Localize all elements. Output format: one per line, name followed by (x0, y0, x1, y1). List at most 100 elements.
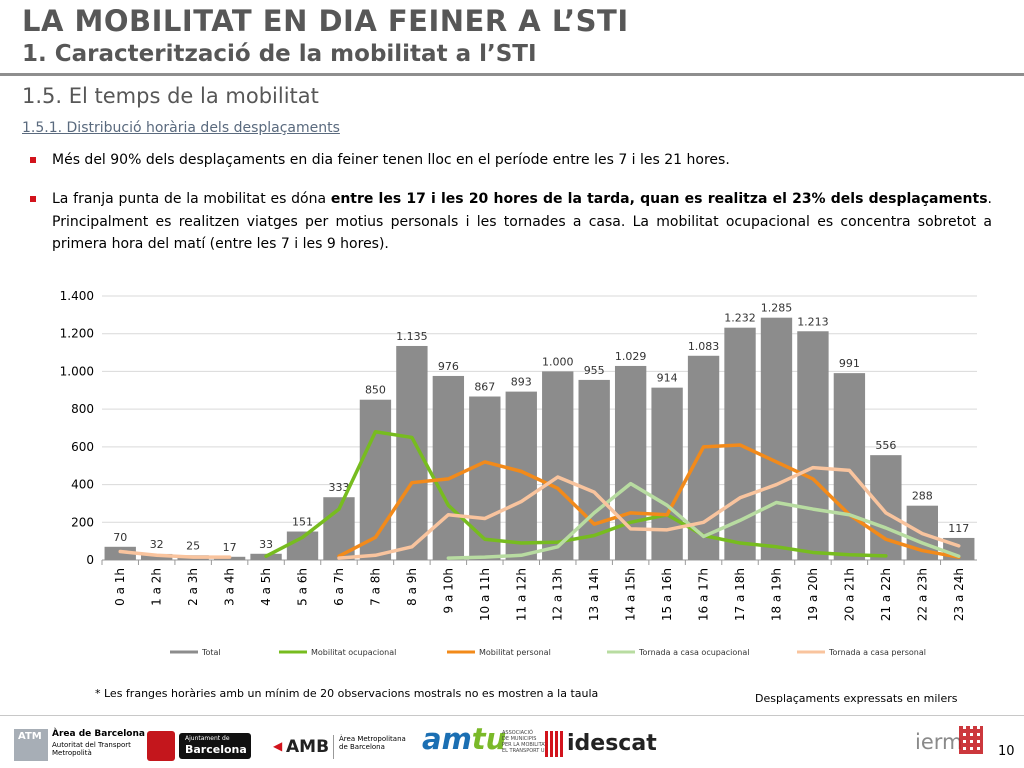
atm-logo-title: Àrea de Barcelona (52, 729, 145, 739)
legend-label: Tornada a casa ocupacional (638, 648, 749, 657)
bar-data-label: 288 (912, 490, 933, 503)
x-tick-label: 19 a 20h (806, 568, 820, 621)
bar-data-label: 1.135 (396, 330, 428, 343)
bar (432, 375, 465, 560)
bar-data-label: 1.232 (724, 312, 756, 325)
y-tick-label: 800 (71, 402, 94, 416)
series-line (118, 549, 232, 559)
bar-data-label: 556 (875, 439, 896, 452)
bar-data-label: 850 (365, 384, 386, 397)
legend-label: Tornada a casa personal (828, 648, 926, 657)
bar (359, 399, 392, 560)
footnote: * Les franges horàries amb un mínim de 2… (95, 687, 599, 700)
bullet-square-icon (30, 157, 36, 163)
atm-logo-desc: Autoritat del Transport Metropolità (52, 741, 131, 757)
idescat-logo: idescat (545, 731, 657, 759)
section-heading: 1.5. El temps de la mobilitat (22, 84, 319, 108)
x-tick-label: 3 a 4h (223, 568, 237, 606)
bullet-2: La franja punta de la mobilitat es dóna … (30, 188, 1000, 258)
x-tick-label: 10 a 11h (478, 568, 492, 621)
bar-data-label: 1.083 (688, 340, 720, 353)
x-tick-label: 16 a 17h (697, 568, 711, 621)
subsection-heading: 1.5.1. Distribució horària dels desplaça… (22, 120, 340, 136)
x-tick-label: 20 a 21h (842, 568, 856, 621)
bar-data-label: 33 (259, 538, 273, 551)
bar-data-label: 151 (292, 516, 313, 529)
legend-label: Mobilitat ocupacional (311, 648, 396, 657)
x-tick-label: 11 a 12h (514, 568, 528, 621)
x-tick-label: 0 a 1h (113, 568, 127, 606)
x-tick-label: 17 a 18h (733, 568, 747, 621)
ierm-logo: ierm (915, 724, 985, 758)
x-tick-label: 4 a 5h (259, 568, 273, 606)
bullet-1-text: Més del 90% dels desplaçaments en dia fe… (52, 152, 730, 168)
y-tick-label: 200 (71, 515, 94, 529)
series-line (446, 481, 961, 560)
series-line (337, 465, 961, 560)
amtu-desc: ASSOCIACIÓ DE MUNICIPIS PER LA MOBILITAT I… (502, 730, 555, 754)
bar-data-label: 867 (474, 381, 495, 394)
bar (651, 387, 683, 560)
amb-desc: Àrea Metropolitana de Barcelona (339, 735, 406, 751)
bar-data-label: 117 (948, 522, 969, 535)
atm-logo: ATM Àrea de Barcelona Autoritat del Tran… (14, 729, 145, 761)
bar-data-label: 70 (113, 531, 127, 544)
atm-badge: ATM (14, 729, 48, 761)
y-tick-label: 1.200 (60, 327, 94, 341)
x-tick-label: 8 a 9h (405, 568, 419, 606)
bar-data-label: 893 (511, 376, 532, 389)
x-tick-label: 1 a 2h (150, 568, 164, 606)
y-tick-label: 600 (71, 440, 94, 454)
bar-data-label: 1.285 (761, 302, 793, 315)
bullet-square-icon (30, 196, 36, 202)
series-line (337, 443, 961, 559)
barcelona-wordmark: Ajuntament de Barcelona (179, 733, 251, 759)
bullet-2-highlight: entre les 17 i les 20 hores de la tarda,… (330, 191, 988, 207)
bar-data-label: 976 (438, 360, 459, 373)
bar (797, 331, 829, 560)
bar (760, 317, 793, 560)
legend-label: Mobilitat personal (479, 648, 551, 657)
bar (833, 373, 866, 560)
x-tick-label: 14 a 15h (624, 568, 638, 621)
bar-data-label: 1.000 (542, 355, 574, 368)
footer-divider (0, 715, 1024, 716)
amtu-logo: amtu ASSOCIACIÓ DE MUNICIPIS PER LA MOBILI… (422, 722, 555, 762)
page-number: 10 (998, 744, 1015, 759)
ierm-grid-icon (959, 726, 983, 754)
x-tick-label: 12 a 13h (551, 568, 565, 621)
y-tick-label: 1.000 (60, 364, 94, 378)
x-tick-label: 21 a 22h (879, 568, 893, 621)
bullet-2-rest: . Principalment es realitzen viatges per… (52, 191, 992, 252)
bar-data-label: 32 (150, 538, 164, 551)
amtu-wordmark: amtu (422, 722, 507, 756)
bar-data-label: 914 (657, 372, 678, 385)
amb-separator (333, 735, 334, 759)
bar-data-label: 991 (839, 357, 860, 370)
x-tick-label: 2 a 3h (186, 568, 200, 606)
title-divider (0, 73, 1024, 76)
bar-data-label: 25 (186, 539, 200, 552)
x-tick-label: 15 a 16h (660, 568, 674, 621)
bullet-1: Més del 90% dels desplaçaments en dia fe… (30, 149, 1000, 173)
y-tick-label: 400 (71, 478, 94, 492)
hourly-distribution-chart: 0 200 400 600 800 1.000 1.200 1.400 70 32 25 17 33 15… (60, 289, 977, 657)
series-line (264, 430, 888, 558)
legend-label: Total (201, 648, 221, 657)
amb-logo: ◀ AMB Àrea Metropolitana de Barcelona (273, 735, 406, 761)
bar (542, 371, 574, 560)
idescat-barcode-icon (545, 731, 563, 757)
bar (469, 396, 501, 560)
y-tick-label: 0 (86, 553, 94, 567)
bar (104, 546, 136, 560)
bar (396, 345, 428, 560)
x-tick-label: 6 a 7h (332, 568, 346, 606)
x-tick-label: 18 a 19h (769, 568, 783, 621)
bullet-2-text: La franja punta de la mobilitat es dóna … (52, 188, 992, 256)
amb-chevron-icon: ◀ (273, 739, 283, 753)
x-tick-label: 9 a 10h (441, 568, 455, 614)
idescat-wordmark: idescat (567, 731, 657, 756)
bar-data-label: 1.029 (615, 350, 647, 363)
barcelona-shield-icon (147, 731, 175, 761)
ajuntament-barcelona-logo: Ajuntament de Barcelona (147, 731, 253, 763)
